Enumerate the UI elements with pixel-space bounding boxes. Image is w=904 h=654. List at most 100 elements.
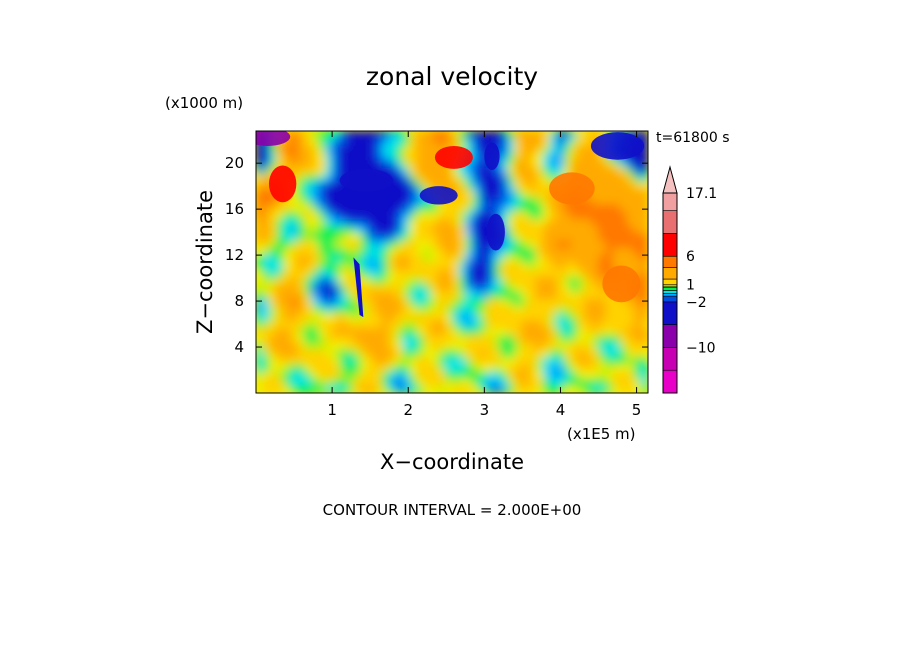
field-cell [409,305,418,314]
field-cell [325,334,334,343]
field-cell [507,268,516,278]
field-cell [563,385,572,393]
field-cell [353,152,362,161]
field-cell [388,370,397,379]
field-cell [276,276,285,285]
field-cell [465,188,474,197]
field-cell [514,225,523,234]
field-cell [444,385,453,393]
field-cell [256,225,264,234]
field-cell [402,363,411,372]
field-cell [458,356,467,365]
field-cell [472,363,481,372]
field-cell [367,290,376,299]
field-cell [437,334,446,343]
field-cell [388,210,397,219]
field-cell [451,225,460,234]
field-cell [521,217,530,227]
field-cell [563,254,572,263]
field-cell [304,341,313,350]
field-cell [395,188,404,197]
field-cell [542,319,551,328]
field-cell [437,363,446,372]
field-cell [528,312,537,321]
field-cell [325,246,334,256]
field-cell [472,305,481,314]
colorbar-band [662,210,678,234]
field-cell [577,268,586,278]
field-cell [353,385,362,393]
field-cell [409,159,418,168]
field-cell [528,276,537,285]
field-cell [402,254,411,263]
field-cell [556,341,565,350]
field-cell [430,341,439,350]
field-cell [479,312,488,321]
field-cell [542,297,551,307]
field-cell [479,174,488,183]
field-cell [640,181,648,190]
field-cell [409,276,418,285]
field-cell [353,312,362,321]
field-cell [521,152,530,161]
field-cell [409,145,418,154]
field-cell [430,203,439,212]
field-cell [458,203,467,212]
field-cell [402,290,411,299]
field-cell [612,217,621,227]
field-cell [283,305,292,314]
field-cell [444,312,453,321]
field-cell [542,246,551,256]
field-cell [374,370,383,379]
field-cell [276,356,285,365]
field-cell [395,137,404,147]
field-cell [416,268,425,278]
field-cell [549,166,558,176]
field-cell [514,356,523,365]
field-cell [304,166,313,176]
field-cell [269,203,278,212]
field-cell [339,356,348,365]
field-cell [318,166,327,176]
field-cell [633,246,642,256]
field-cell [472,137,481,147]
field-cell [297,268,306,278]
field-cell [318,370,327,379]
field-cell [416,239,425,248]
field-cell [269,232,278,241]
field-cell [626,385,635,393]
colorbar-band [662,255,678,268]
field-cell [423,348,432,358]
field-cell [395,181,404,190]
field-cell [514,312,523,321]
field-cell [556,152,565,161]
field-cell [633,188,642,197]
field-cell [318,385,327,393]
field-cell [297,356,306,365]
field-cell [605,246,614,256]
field-cell [514,145,523,154]
field-cell [542,225,551,234]
field-cell [507,225,516,234]
field-cell [542,239,551,248]
field-cell [605,159,614,168]
field-cell [584,283,593,292]
field-cell [423,166,432,176]
x-tick-label: 5 [632,401,642,419]
field-cell [563,217,572,227]
field-cell [465,341,474,350]
field-cell [514,181,523,190]
field-cell [465,181,474,190]
field-cell [332,276,341,285]
field-cell [395,232,404,241]
field-cell [458,188,467,197]
field-cell [577,319,586,328]
field-cell [409,327,418,336]
field-cell [276,268,285,278]
field-cell [304,196,313,205]
field-cell [486,363,495,372]
field-cell [332,203,341,212]
field-cell [374,137,383,147]
field-cell [570,377,579,387]
field-cell [521,348,530,358]
